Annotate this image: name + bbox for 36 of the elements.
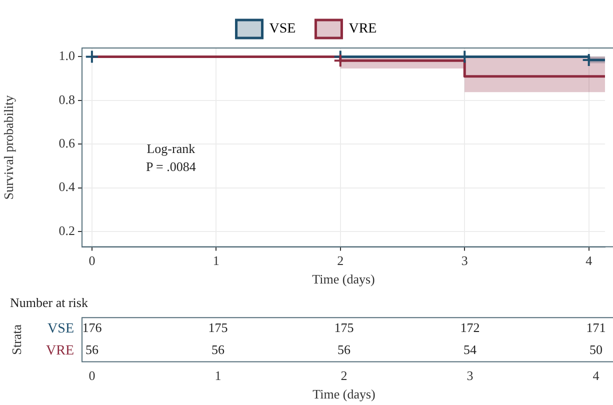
data-label: 56 [212, 342, 225, 358]
data-label: 175 [334, 320, 354, 336]
data-label: 172 [460, 320, 480, 336]
legend-label: VRE [348, 22, 377, 37]
data-label: 50 [590, 342, 602, 358]
y-axis-title: Strata [9, 324, 24, 355]
y-tick-label: VRE [46, 343, 74, 358]
y-tick-label: 0.8 [58, 92, 75, 107]
annotation: P = .0084 [146, 158, 196, 174]
x-tick-label: 3 [466, 368, 474, 384]
chart-title: Number at risk [10, 295, 88, 310]
x-tick-label: 1 [212, 253, 220, 268]
x-tick-label: 3 [461, 253, 468, 268]
data-label: 176 [82, 320, 102, 336]
data-label: 171 [586, 320, 606, 336]
x-tick-label: 0 [88, 253, 96, 268]
y-tick-label: 0.4 [58, 179, 76, 194]
data-label: 54 [464, 342, 477, 358]
y-tick-label: VSE [48, 321, 74, 336]
data-label: 175 [208, 320, 228, 336]
x-tick-label: 2 [340, 368, 348, 384]
x-tick-label: 1 [214, 368, 222, 384]
x-axis-title: Time (days) [312, 272, 375, 287]
x-tick-label: 4 [586, 253, 593, 268]
x-axis-title: Time (days) [312, 386, 376, 402]
annotation: Log-rank [146, 140, 196, 156]
data-label: 56 [86, 342, 99, 358]
x-tick-label: 2 [337, 253, 344, 268]
legend-label: VSE [269, 22, 296, 37]
y-axis-title: Survival probability [1, 94, 16, 200]
y-tick-label: 0.2 [58, 222, 75, 238]
y-tick-label: 1.0 [58, 48, 75, 64]
data-label: 56 [338, 342, 351, 358]
x-tick-label: 4 [592, 368, 600, 384]
x-tick-label: 0 [88, 368, 96, 384]
y-tick-label: 0.6 [58, 136, 76, 151]
